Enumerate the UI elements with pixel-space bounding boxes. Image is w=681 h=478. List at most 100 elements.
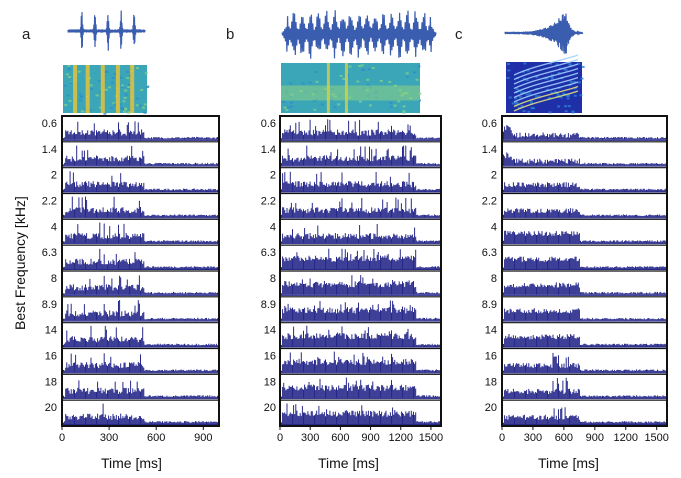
spectrogram-speckle (142, 106, 145, 109)
psth-bars (503, 256, 667, 269)
spectrogram-speckle (90, 88, 94, 91)
channel-label: 0.6 (482, 118, 497, 130)
spectrogram-speckle (415, 78, 419, 81)
spectrogram-speckle (315, 71, 319, 73)
spectrogram-speckle (518, 106, 522, 109)
channel-label: 2 (51, 170, 57, 182)
spectrogram-speckle (566, 95, 570, 97)
spectrogram-click-band (130, 65, 135, 113)
spectrogram-speckle (393, 104, 397, 107)
x-tick-label: 900 (194, 432, 212, 444)
x-tick-label: 600 (331, 432, 349, 444)
psth-bars (503, 125, 667, 140)
channel-label: 16 (264, 350, 276, 362)
spectrogram-speckle (356, 80, 360, 83)
spectrogram-speckle (368, 104, 372, 107)
spectrogram-speckle (413, 71, 417, 74)
spectrogram-speckle (287, 106, 290, 109)
spectrogram-speckle (290, 101, 294, 104)
channel-label: 2 (270, 170, 276, 182)
psth-bars (503, 282, 667, 295)
spectrogram-speckle (366, 78, 370, 81)
spectrogram-speckle (511, 102, 515, 105)
spectrogram-speckle (371, 67, 375, 69)
channel-label: 0.6 (261, 118, 276, 130)
spectrogram-click-band (100, 65, 105, 113)
psth-bars (63, 248, 218, 269)
channel-label: 8.9 (261, 299, 276, 311)
channel-label: 16 (45, 350, 57, 362)
spectrogram-speckle (522, 110, 526, 113)
spectrogram-speckle (113, 103, 117, 106)
channel-label: 8.9 (482, 299, 497, 311)
psth-bars (63, 325, 218, 347)
psth-bars (281, 275, 441, 295)
spectrogram-harmonic (513, 67, 579, 90)
channel-label: 6.3 (261, 247, 276, 259)
spectrogram-speckle (104, 88, 108, 91)
channel-label: 6.3 (42, 247, 57, 259)
spectrogram-speckle (402, 105, 406, 108)
spectrogram-speckle (80, 95, 84, 98)
spectrogram-speckle (144, 72, 148, 75)
spectrogram-speckle (573, 87, 577, 90)
stimulus-waveform (281, 10, 437, 59)
channel-label: 14 (264, 325, 276, 337)
spectrogram-speckle (140, 89, 144, 91)
spectrogram-speckle (135, 104, 139, 107)
psth-bars (63, 196, 218, 218)
spectrogram-speckle (405, 75, 409, 78)
spectrogram-speckle (124, 108, 128, 111)
spectrogram-speckle (526, 69, 530, 72)
spectrogram-speckle (548, 62, 552, 65)
x-tick-label: 300 (100, 432, 118, 444)
psth-bars (63, 145, 218, 166)
psth-bars (281, 119, 441, 140)
x-tick-label: 1500 (419, 432, 443, 444)
spectrogram-speckle (520, 91, 524, 94)
psth-bars (63, 222, 218, 244)
spectrogram-speckle (563, 68, 566, 71)
spectrogram-speckle (550, 78, 554, 81)
spectrogram-speckle (313, 100, 317, 102)
spectrogram-speckle (557, 105, 561, 108)
psth-bars (63, 171, 218, 192)
spectrogram-speckle (566, 97, 570, 100)
spectrogram-speckle (537, 95, 541, 98)
spectrogram-energy-band (281, 85, 420, 101)
spectrogram-speckle (522, 91, 526, 94)
spectrogram-speckle (124, 107, 128, 110)
spectrogram-speckle (64, 104, 68, 106)
spectrogram-speckle (520, 105, 524, 108)
spectrogram-speckle (514, 97, 518, 100)
spectrogram-speckle (121, 84, 124, 87)
channel-label: 1.4 (261, 144, 276, 156)
spectrogram-speckle (573, 94, 577, 97)
psth-bars (503, 308, 667, 321)
psth-bars (503, 208, 667, 218)
spectrogram-speckle (515, 88, 519, 91)
spectrogram-speckle (289, 105, 293, 108)
channel-label: 6.3 (482, 247, 497, 259)
channel-label: 8.9 (42, 299, 57, 311)
channel-label: 20 (264, 402, 276, 414)
spectrogram-speckle (388, 80, 392, 83)
psth-bars (281, 248, 441, 269)
spectrogram-speckle (123, 96, 127, 99)
psth-bars (281, 197, 441, 218)
spectrogram-speckle (315, 80, 319, 83)
spectrogram-speckle (389, 101, 393, 104)
spectrogram-speckle (99, 91, 103, 94)
spectrogram-onset (344, 63, 348, 113)
spectrogram-speckle (569, 80, 573, 83)
spectrogram-speckle (68, 76, 72, 78)
spectrogram-speckle (67, 65, 71, 68)
spectrogram-speckle (571, 111, 575, 114)
spectrogram-speckle (358, 65, 362, 68)
spectrogram-speckle (522, 77, 526, 80)
spectrogram-speckle (515, 102, 519, 105)
spectrogram-speckle (405, 72, 409, 75)
psth-bars (503, 334, 667, 347)
spectrogram-speckle (535, 76, 539, 78)
